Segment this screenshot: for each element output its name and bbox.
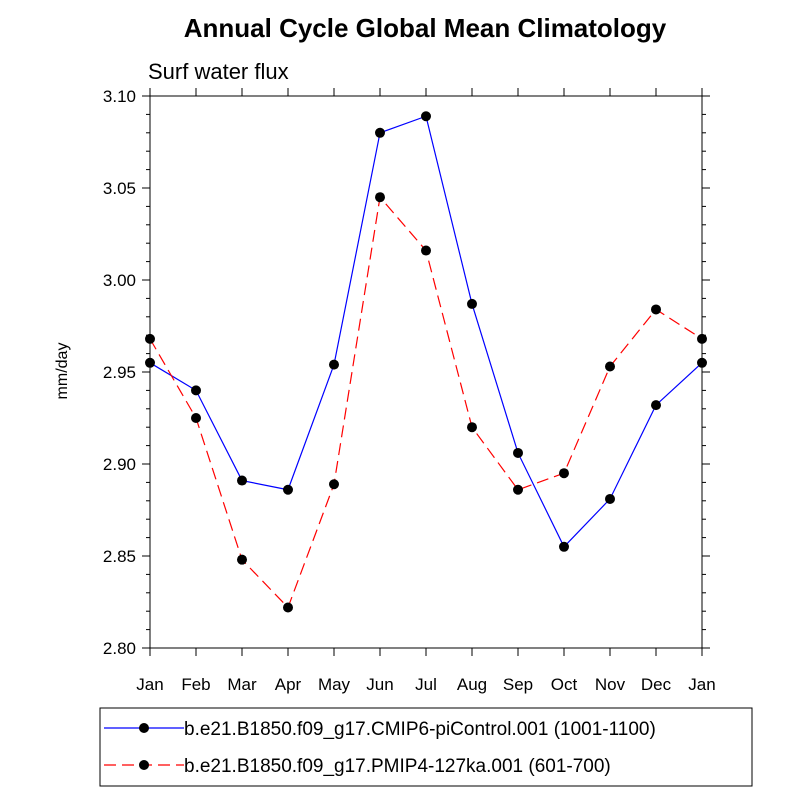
series-line-2 <box>149 195 703 609</box>
legend-marker-1 <box>139 723 149 733</box>
y-tick-label: 2.90 <box>103 455 136 474</box>
series-2-point <box>697 333 707 344</box>
series-line-1 <box>149 115 703 548</box>
series-2-point <box>375 192 385 203</box>
series-1-point <box>559 541 569 552</box>
series-2-point <box>191 413 201 423</box>
series-1-point <box>237 475 247 486</box>
series-1-point <box>375 127 385 138</box>
y-tick-label: 3.05 <box>103 179 136 198</box>
y-tick-label: 2.80 <box>103 639 136 658</box>
legend-box <box>99 707 753 787</box>
x-tick-label: May <box>318 675 351 694</box>
series-2-point <box>329 479 339 490</box>
chart-subtitle: Surf water flux <box>148 59 289 84</box>
series-1-point <box>513 447 523 458</box>
series-2-point <box>605 361 615 372</box>
series-1-point <box>421 111 431 122</box>
series-2-point <box>651 304 661 315</box>
series-1-point <box>145 357 155 368</box>
series-2-point <box>421 245 431 256</box>
series-1-point <box>467 298 477 309</box>
x-tick-label: Oct <box>551 675 578 694</box>
x-tick-label: Aug <box>457 675 487 694</box>
series-2-point <box>513 484 523 495</box>
x-tick-label: Jan <box>688 675 715 694</box>
y-axis-label: mm/day <box>54 343 71 400</box>
legend-label-1: b.e21.B1850.f09_g17.CMIP6-piControl.001 … <box>184 719 656 740</box>
x-tick-label: Feb <box>181 675 210 694</box>
x-tick-label: Nov <box>595 675 626 694</box>
series-2-point <box>283 602 293 613</box>
legend-marker-2 <box>139 760 149 770</box>
x-tick-label: Apr <box>275 675 302 694</box>
plot-area: 2.80 2.85 2.90 2.95 3.00 3.05 3.10 Jan Feb Mar Apr… <box>103 87 716 694</box>
series-1-point <box>651 400 661 411</box>
x-tick-label: Jul <box>415 675 437 694</box>
series-2-point <box>145 333 155 344</box>
y-tick-label: 3.00 <box>103 271 136 290</box>
x-tick-label: Sep <box>503 675 533 694</box>
series-1-point <box>605 493 615 504</box>
series-2-point <box>559 468 569 479</box>
y-tick-label: 3.10 <box>103 87 136 106</box>
chart-title: Annual Cycle Global Mean Climatology <box>184 13 667 43</box>
x-tick-label: Dec <box>641 675 672 694</box>
series-1-point <box>329 359 339 370</box>
legend: b.e21.B1850.f09_g17.CMIP6-piControl.001 … <box>99 707 753 787</box>
series-2-point <box>237 554 247 565</box>
series-2-point <box>467 422 477 433</box>
x-tick-label: Jan <box>136 675 163 694</box>
plot-frame <box>149 95 703 649</box>
x-tick-label: Jun <box>366 675 393 694</box>
series-1-point <box>283 484 293 495</box>
y-tick-label: 2.85 <box>103 547 136 566</box>
series-1-point <box>191 385 201 396</box>
y-tick-label: 2.95 <box>103 363 136 382</box>
legend-label-2: b.e21.B1850.f09_g17.PMIP4-127ka.001 (601… <box>184 756 611 777</box>
x-tick-label: Mar <box>227 675 257 694</box>
series-1-point <box>697 357 707 368</box>
